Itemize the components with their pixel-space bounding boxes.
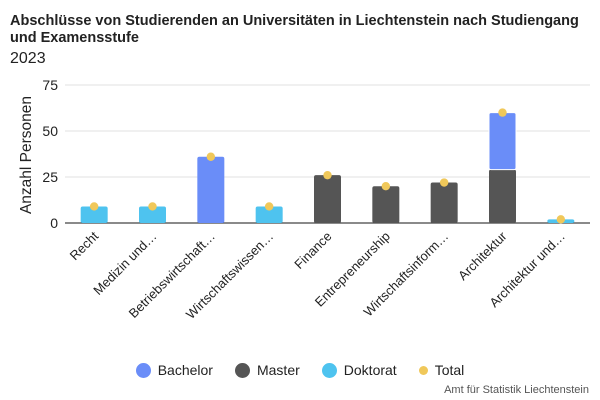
bar-doktorat [255,206,283,223]
source-credit: Amt für Statistik Liechtenstein [444,384,589,396]
x-tick-label: Finance [291,229,334,272]
legend-swatch [418,365,428,375]
legend-item-total[interactable]: Total [418,362,465,378]
bars [80,112,575,223]
chart-title: Abschlüsse von Studierenden an Universit… [10,13,579,46]
total-marker [89,202,99,211]
total-marker [264,202,274,211]
legend-swatch [321,362,337,378]
legend-swatch [234,362,250,378]
chart-subtitle: 2023 [10,50,46,67]
bar-master [430,182,458,223]
y-tick-label: 50 [42,123,58,139]
legend-item-master[interactable]: Master [234,362,300,378]
total-marker [556,215,566,224]
total-marker [439,178,449,187]
legend-label: Total [434,362,465,378]
total-marker [206,152,216,161]
y-tick-label: 75 [42,77,58,93]
x-tick-label: Recht [67,228,102,263]
y-tick-label: 25 [42,169,58,185]
bar-doktorat [139,206,166,223]
legend-label: Doktorat [343,362,397,378]
bar-bachelor [197,156,225,223]
bar-doktorat [80,206,108,223]
legend-label: Bachelor [157,362,213,378]
bar-master [372,186,400,223]
y-axis-ticks: 0 25 50 75 [42,77,58,231]
total-marker [498,108,507,117]
legend-label: Master [256,362,300,378]
bar-bachelor [488,112,517,171]
total-markers [89,108,566,224]
x-tick-label: Architektur [455,228,510,283]
legend: Bachelor Master Doktorat Total [0,360,600,380]
bar-master [314,175,341,223]
total-marker [323,170,332,180]
total-marker [381,182,391,191]
legend-item-bachelor[interactable]: Bachelor [135,362,213,378]
total-marker [148,202,157,211]
legend-item-doktorat[interactable]: Doktorat [321,362,397,378]
legend-swatch [135,362,151,378]
y-tick-label: 0 [50,215,58,231]
bar-master [489,169,516,223]
y-axis-label: Anzahl Personen [18,96,35,214]
